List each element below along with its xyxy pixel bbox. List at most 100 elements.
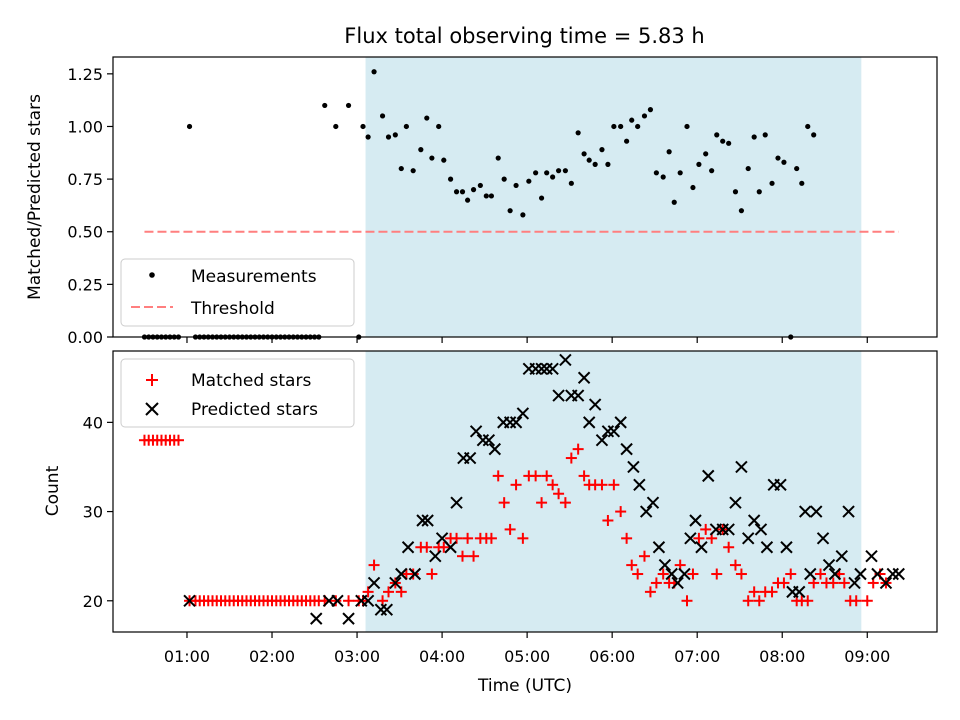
predicted-stars-point bbox=[842, 505, 855, 518]
matched-stars-point bbox=[510, 479, 522, 491]
measurement-point bbox=[507, 208, 513, 214]
predicted-stars-point bbox=[620, 442, 633, 456]
matched-stars-point bbox=[559, 497, 571, 509]
matched-stars-point bbox=[578, 470, 590, 482]
predicted-stars-point bbox=[488, 442, 502, 456]
measurement-point bbox=[592, 161, 598, 167]
matched-stars-point bbox=[742, 595, 754, 607]
measurement-point bbox=[647, 107, 654, 113]
measurement-point bbox=[641, 113, 648, 119]
predicted-stars-point bbox=[429, 549, 442, 563]
y-tick-label: 30 bbox=[83, 503, 103, 522]
matched-stars-point bbox=[723, 541, 735, 553]
y-tick-label: 0.75 bbox=[67, 170, 103, 189]
predicted-stars-point bbox=[865, 549, 878, 563]
bottom-legend-box bbox=[120, 358, 355, 428]
matched-stars-point bbox=[729, 559, 741, 571]
predicted-stars-point bbox=[633, 478, 646, 492]
predicted-stars-point bbox=[793, 585, 806, 599]
y-tick-label: 0.25 bbox=[67, 275, 103, 294]
matched-stars-point bbox=[330, 595, 342, 607]
measurement-point bbox=[756, 189, 762, 195]
matched-stars-point bbox=[462, 532, 474, 544]
measurement-point bbox=[418, 147, 424, 153]
x-tick-label: 09:00 bbox=[844, 647, 890, 666]
top-y-axis-label: Matched/Predicted stars bbox=[25, 94, 45, 300]
measurement-point bbox=[441, 157, 447, 163]
predicted-stars-point bbox=[658, 558, 672, 572]
measurement-point bbox=[403, 123, 409, 130]
bottom-legend: Matched stars Predicted stars bbox=[120, 358, 355, 428]
predicted-stars-point bbox=[671, 576, 684, 590]
measurement-point bbox=[581, 151, 587, 157]
predicted-stars-point bbox=[780, 541, 793, 554]
x-tick-label: 04:00 bbox=[419, 647, 465, 666]
predicted-stars-point bbox=[395, 567, 408, 581]
x-tick-label: 03:00 bbox=[334, 647, 380, 666]
measurement-point bbox=[720, 138, 726, 144]
measurement-point bbox=[732, 189, 739, 195]
matched-stars-point bbox=[451, 532, 463, 544]
x-tick-label: 08:00 bbox=[759, 647, 805, 666]
measurement-point bbox=[703, 151, 709, 157]
legend-predicted-marker bbox=[145, 402, 159, 416]
bottom-plot-frame bbox=[112, 350, 938, 633]
matched-stars-point bbox=[785, 568, 797, 580]
predicted-stars-point bbox=[804, 567, 817, 581]
predicted-stars-point bbox=[509, 416, 523, 429]
predicted-stars-point bbox=[444, 541, 457, 554]
matched-stars-point bbox=[438, 541, 450, 553]
predicted-stars-point bbox=[331, 594, 344, 607]
matched-stars-point bbox=[602, 514, 614, 526]
bottom-y-axis-label: Count bbox=[43, 465, 63, 516]
measurement-point bbox=[618, 123, 624, 130]
measurement-point bbox=[550, 174, 556, 180]
measurement-point bbox=[501, 176, 507, 182]
measurement-point bbox=[544, 170, 550, 176]
top-plot-frame bbox=[112, 56, 938, 338]
predicted-stars-point bbox=[695, 541, 708, 554]
predicted-stars-point bbox=[516, 407, 530, 420]
matched-stars-point bbox=[395, 586, 407, 598]
x-axis-label: Time (UTC) bbox=[477, 676, 572, 696]
measurement-point bbox=[769, 180, 775, 186]
predicted-stars-point bbox=[469, 425, 483, 438]
measurement-point bbox=[322, 102, 328, 109]
legend-matched-marker bbox=[146, 374, 158, 386]
predicted-stars-point bbox=[879, 576, 893, 590]
measurement-point bbox=[470, 187, 477, 193]
predicted-stars-point bbox=[389, 576, 402, 590]
matched-stars-point bbox=[421, 541, 433, 553]
matched-stars-point bbox=[530, 470, 542, 482]
top-legend-box bbox=[120, 258, 355, 327]
predicted-stars-point bbox=[627, 460, 640, 474]
measurement-point bbox=[781, 159, 787, 165]
measurement-point bbox=[794, 165, 800, 172]
y-tick-label: 1.25 bbox=[67, 65, 103, 84]
measurement-point bbox=[483, 193, 489, 199]
matched-stars-point bbox=[407, 568, 419, 580]
matched-stars-point bbox=[468, 550, 480, 562]
measurement-point bbox=[629, 117, 635, 123]
x-tick-label: 05:00 bbox=[504, 647, 550, 666]
x-tick-label: 02:00 bbox=[249, 647, 295, 666]
x-tick-label: 01:00 bbox=[164, 647, 210, 666]
matched-stars-point bbox=[547, 479, 559, 491]
measurement-point bbox=[526, 178, 532, 184]
measurement-point bbox=[635, 123, 641, 130]
predicted-stars-point bbox=[689, 514, 702, 527]
matched-stars-point bbox=[711, 568, 723, 580]
matched-stars-point bbox=[681, 595, 693, 607]
measurement-point bbox=[533, 170, 539, 176]
measurement-point bbox=[751, 134, 757, 140]
predicted-stars-point bbox=[735, 460, 748, 474]
measurement-point bbox=[690, 184, 696, 191]
matched-stars-point bbox=[735, 568, 747, 580]
predicted-stars-point bbox=[401, 541, 415, 554]
x-tick-label: 07:00 bbox=[674, 647, 720, 666]
predicted-stars-point bbox=[421, 514, 434, 527]
predicted-stars-point bbox=[535, 362, 548, 376]
matched-stars-point bbox=[638, 550, 650, 562]
figure-title: Flux total observing time = 5.83 h bbox=[344, 24, 704, 48]
predicted-stars-point bbox=[678, 567, 691, 581]
